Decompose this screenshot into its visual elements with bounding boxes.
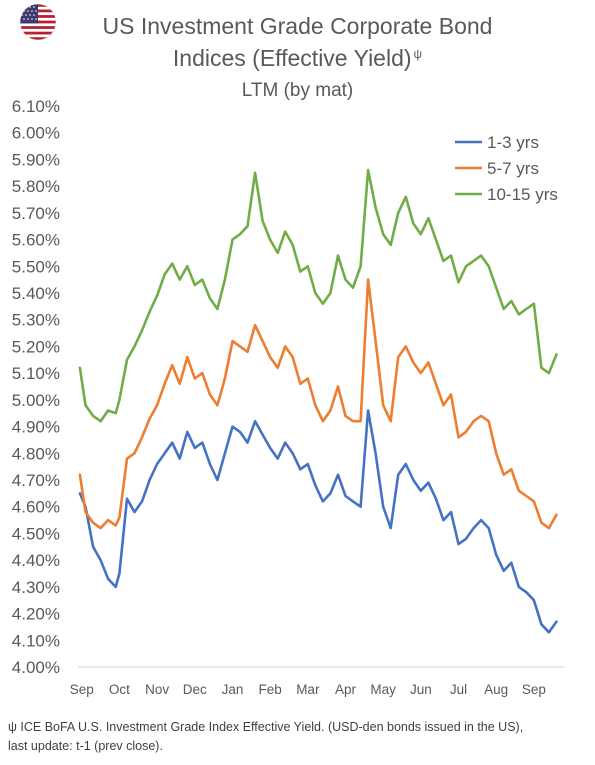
y-tick-label: 4.30% [12, 578, 60, 597]
x-tick-label: Jul [450, 682, 467, 697]
y-tick-label: 5.00% [12, 391, 60, 410]
x-tick-label: Nov [145, 682, 169, 697]
y-tick-label: 4.90% [12, 418, 60, 437]
x-tick-label: Aug [484, 682, 508, 697]
legend-label: 10-15 yrs [487, 185, 558, 204]
legend-label: 1-3 yrs [487, 133, 539, 152]
y-tick-label: 5.90% [12, 150, 60, 169]
legend-label: 5-7 yrs [487, 159, 539, 178]
chart-title-text: Indices (Effective Yield) [172, 45, 412, 71]
title-footnote-mark: ψ [413, 47, 423, 61]
y-tick-label: 4.00% [12, 658, 60, 677]
y-tick-label: 4.60% [12, 498, 60, 517]
x-tick-label: Oct [109, 682, 130, 697]
y-axis: 4.00% 4.10% 4.20% 4.30% 4.40% 4.50% 4.60% 4.70%… [12, 97, 60, 677]
x-tick-label: Sep [522, 682, 546, 697]
series-line-10-15-yrs [78, 168, 558, 423]
x-axis: Sep Oct Nov Dec Jan Feb Mar Apr May Jun Jul Aug Sep [70, 666, 564, 697]
y-tick-label: 4.50% [12, 524, 60, 543]
x-tick-label: Jun [410, 682, 432, 697]
x-tick-label: May [370, 682, 396, 697]
series-lines [78, 168, 558, 634]
y-tick-label: 5.80% [12, 177, 60, 196]
chart-title-line-1: US Investment Grade Corporate Bond [102, 13, 493, 39]
series-line-5-7-yrs [78, 278, 558, 530]
y-tick-label: 6.10% [12, 97, 60, 116]
y-tick-label: 4.70% [12, 471, 60, 490]
y-tick-label: 4.10% [12, 631, 60, 650]
x-tick-label: Apr [335, 682, 357, 697]
y-tick-label: 6.00% [12, 124, 60, 143]
y-tick-label: 4.20% [12, 605, 60, 624]
footnote-line-2: last update: t-1 (prev close). [8, 739, 163, 753]
footnote-line-1: ψ ICE BoFA U.S. Investment Grade Index E… [8, 720, 524, 734]
y-tick-label: 5.60% [12, 231, 60, 250]
legend: 1-3 yrs 5-7 yrs 10-15 yrs [455, 133, 558, 204]
chart-subtitle: LTM (by mat) [241, 80, 354, 101]
y-tick-label: 5.50% [12, 257, 60, 276]
x-tick-label: Mar [296, 682, 320, 697]
line-chart: 4.00% 4.10% 4.20% 4.30% 4.40% 4.50% 4.60% 4.70%… [12, 97, 564, 697]
y-tick-label: 4.40% [12, 551, 60, 570]
y-tick-label: 5.30% [12, 311, 60, 330]
y-tick-label: 5.70% [12, 204, 60, 223]
x-tick-label: Sep [70, 682, 94, 697]
x-tick-label: Dec [183, 682, 207, 697]
footnote: ψ ICE BoFA U.S. Investment Grade Index E… [8, 718, 593, 756]
x-tick-label: Feb [259, 682, 282, 697]
y-tick-label: 4.80% [12, 444, 60, 463]
chart-title-line-2: Indices (Effective Yield) ψ [60, 45, 535, 72]
series-line-1-3-yrs [78, 409, 558, 634]
y-tick-label: 5.40% [12, 284, 60, 303]
y-tick-label: 5.20% [12, 337, 60, 356]
x-tick-label: Jan [222, 682, 244, 697]
y-tick-label: 5.10% [12, 364, 60, 383]
us-flag-icon [19, 3, 57, 41]
